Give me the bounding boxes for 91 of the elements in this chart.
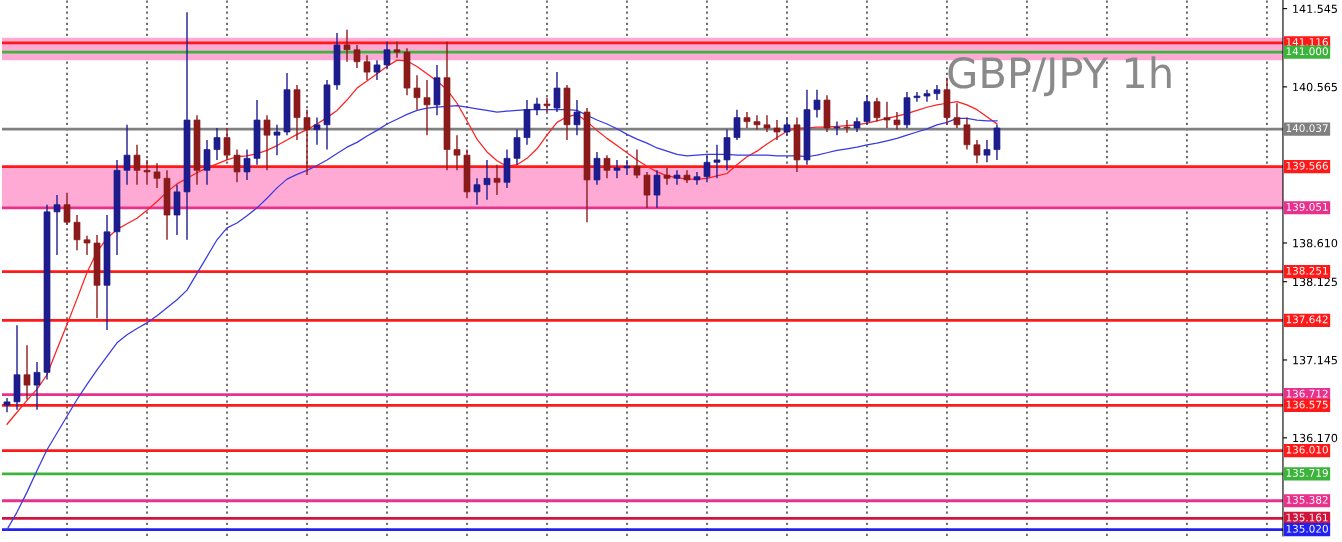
candlestick [723, 128, 731, 172]
candlestick [123, 124, 131, 186]
candlestick [273, 124, 281, 156]
y-tick-label: 140.565 [1293, 82, 1337, 92]
candlestick [963, 116, 971, 151]
candlestick [343, 29, 351, 63]
candlestick [983, 139, 991, 164]
candlestick [33, 361, 41, 411]
candlestick [713, 144, 721, 180]
candlestick [203, 139, 211, 186]
candlestick [883, 100, 891, 129]
candlestick [663, 167, 671, 186]
candlestick [423, 79, 431, 136]
candlestick [73, 214, 81, 251]
candlestick [363, 54, 371, 81]
ref-line-label: 135.161 [1286, 513, 1328, 522]
candlestick [603, 154, 611, 180]
y-tick-label: 138.610 [1293, 238, 1338, 248]
candlestick [83, 235, 91, 256]
candlestick [973, 139, 981, 164]
candlestick [593, 151, 601, 186]
ref-line-label: 135.382 [1286, 495, 1328, 504]
candlestick [673, 169, 681, 186]
candlestick [453, 134, 461, 172]
candlestick [743, 111, 751, 129]
ref-line-label: 141.000 [1286, 47, 1328, 56]
candlestick [243, 148, 251, 181]
ref-line-label: 136.010 [1286, 445, 1328, 454]
candlestick [143, 159, 151, 186]
candlestick [383, 41, 391, 69]
candlestick [3, 397, 11, 413]
y-tick-label: 138.125 [1293, 277, 1337, 287]
candlestick [223, 127, 231, 161]
candlestick [133, 144, 141, 186]
candlestick [513, 128, 521, 166]
y-tick-label: 137.145 [1293, 355, 1337, 365]
ref-line-label: 139.566 [1286, 161, 1328, 170]
candlestick [913, 91, 921, 103]
candlestick [893, 111, 901, 131]
ref-line-label: 140.037 [1286, 124, 1328, 133]
ref-line-label: 136.575 [1286, 400, 1328, 409]
candlestick [263, 114, 271, 172]
candlestick [233, 148, 241, 183]
candlestick [833, 120, 841, 136]
candlestick [613, 159, 621, 180]
candlestick [173, 183, 181, 236]
ref-line-label: 135.719 [1286, 468, 1328, 477]
candlestick [863, 94, 871, 126]
candlestick [313, 116, 321, 146]
candlestick [653, 169, 661, 209]
candlestick [703, 154, 711, 183]
candlestick [483, 159, 491, 201]
candlestick [473, 177, 481, 206]
candlestick [753, 114, 761, 131]
candlestick [493, 164, 501, 196]
candlestick [813, 88, 821, 119]
candlestick [733, 108, 741, 141]
candlestick [63, 191, 71, 226]
candlestick [53, 194, 61, 256]
candlestick [623, 159, 631, 176]
ref-line-label: 141.116 [1286, 38, 1328, 46]
ref-line-label: 136.712 [1286, 389, 1328, 398]
annotation: GBP/JPY 1h [948, 56, 1171, 97]
y-tick-label: 136.170 [1293, 433, 1338, 443]
ref-line-label: 135.020 [1286, 524, 1328, 533]
candlestick [503, 148, 511, 189]
candlestick [543, 96, 551, 113]
candlestick [303, 108, 311, 176]
candlestick [213, 127, 221, 161]
candlestick [413, 74, 421, 111]
candlestick [633, 148, 641, 180]
candlestick [843, 119, 851, 134]
candlestick [553, 71, 561, 113]
candlestick [953, 102, 961, 129]
candlestick [643, 171, 651, 209]
candlestick [573, 99, 581, 136]
candlestick [23, 344, 31, 401]
candlestick [763, 114, 771, 133]
candlestick [373, 59, 381, 81]
candlestick [393, 41, 401, 59]
ref-line-label: 138.251 [1286, 266, 1328, 275]
candlestick [873, 96, 881, 123]
ref-line-label: 139.051 [1286, 202, 1328, 211]
candlestick [993, 124, 1001, 161]
candlestick [923, 88, 931, 103]
candlestick [153, 162, 161, 189]
candlestick [773, 119, 781, 141]
ref-line-label: 137.642 [1286, 315, 1328, 324]
candlestick [933, 84, 941, 101]
candlestick [353, 44, 361, 69]
y-tick-label: 141.545 [1293, 4, 1337, 13]
